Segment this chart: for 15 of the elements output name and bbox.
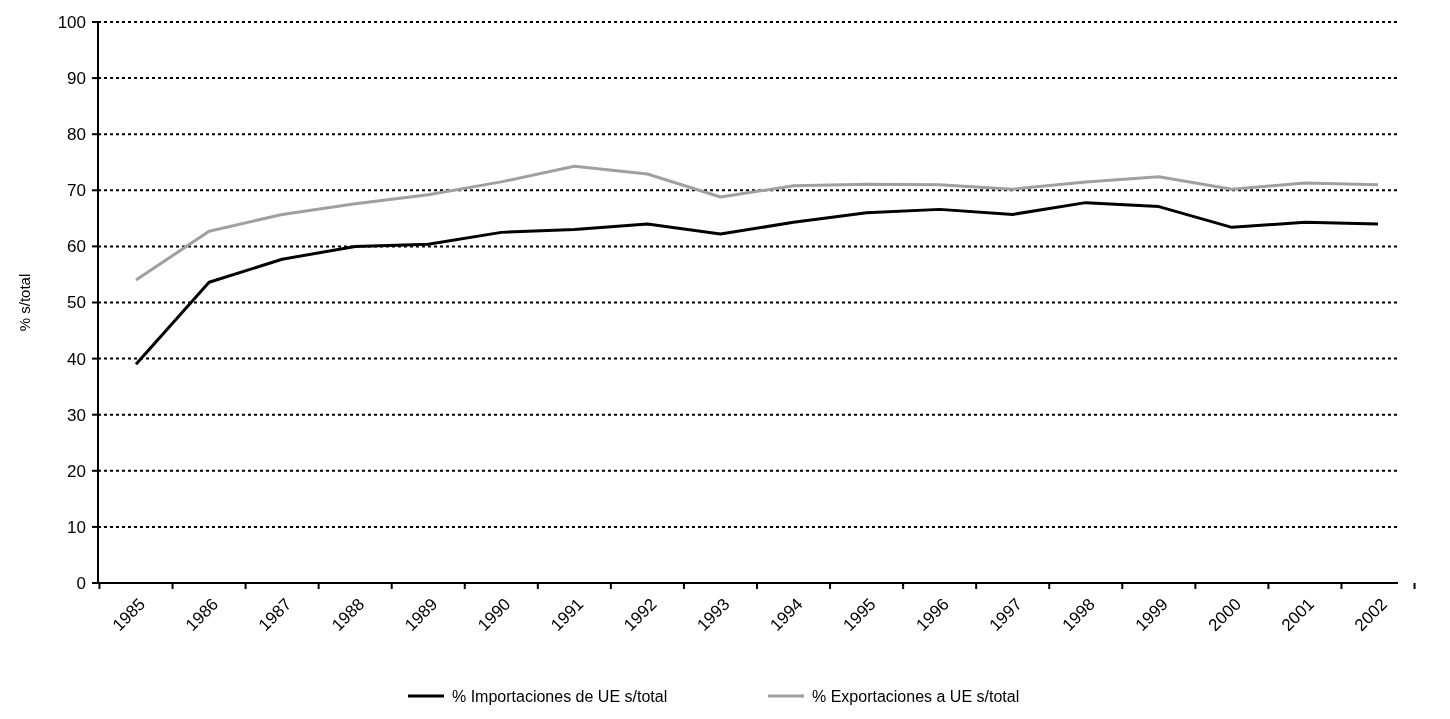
legend-label: % Importaciones de UE s/total — [452, 687, 668, 705]
y-tick-label: 10 — [67, 517, 86, 537]
line-series — [134, 164, 1380, 282]
y-tick-label: 90 — [67, 69, 86, 89]
y-tick-label: 80 — [67, 125, 86, 145]
y-tick-label: 100 — [57, 12, 86, 32]
y-tick-label: 30 — [67, 405, 86, 425]
y-axis-title: % s/total — [16, 273, 33, 332]
y-tick-label: 40 — [67, 349, 86, 369]
legend-label: % Exportaciones a UE s/total — [812, 687, 1020, 705]
y-tick-label: 50 — [67, 293, 86, 313]
y-tick-label: 20 — [67, 461, 86, 481]
y-tick-label: 70 — [67, 181, 86, 201]
y-tick-label: 60 — [67, 237, 86, 257]
y-tick-label: 0 — [76, 573, 86, 593]
